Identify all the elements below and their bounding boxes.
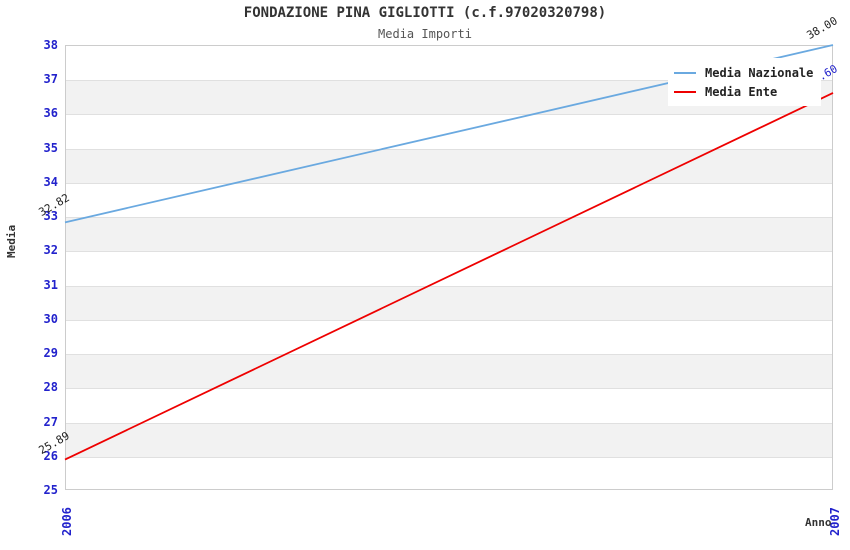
y-axis-tick-label: 27	[43, 414, 58, 429]
x-axis-tick-label: 2006	[60, 507, 74, 536]
y-axis-tick-label: 28	[43, 380, 58, 395]
y-axis-tick-label: 26	[43, 448, 58, 463]
chart-title: FONDAZIONE PINA GIGLIOTTI (c.f.970203207…	[243, 5, 607, 21]
y-axis-tick-label: 36	[43, 106, 58, 121]
legend-color-swatch	[674, 71, 696, 74]
x-axis-title: Anno	[805, 516, 832, 529]
legend-item[interactable]: Media Ente	[674, 82, 813, 101]
y-axis-tick-label: 37	[43, 72, 58, 87]
y-axis-tick-label: 33	[43, 209, 58, 224]
y-axis-tick-label: 29	[43, 346, 58, 361]
legend-color-swatch	[674, 90, 696, 93]
y-axis-tick-label: 32	[43, 243, 58, 258]
chart-legend: Media Nazionale Media Ente	[668, 58, 822, 106]
y-axis-tick-label: 30	[43, 311, 58, 326]
legend-item-label: Media Nazionale	[705, 65, 814, 80]
y-axis-title: Media	[5, 224, 18, 258]
y-axis-tick-label: 25	[43, 483, 58, 497]
legend-item[interactable]: Media Nazionale	[674, 63, 813, 82]
y-axis-tick-label: 34	[43, 174, 58, 189]
y-axis-tick-label: 35	[43, 140, 58, 155]
y-axis-tick-label: 38	[43, 38, 58, 52]
y-axis-tick-label: 31	[43, 277, 58, 292]
legend-item-label: Media Ente	[705, 84, 778, 99]
chart-subtitle: Media Importi	[378, 27, 472, 41]
